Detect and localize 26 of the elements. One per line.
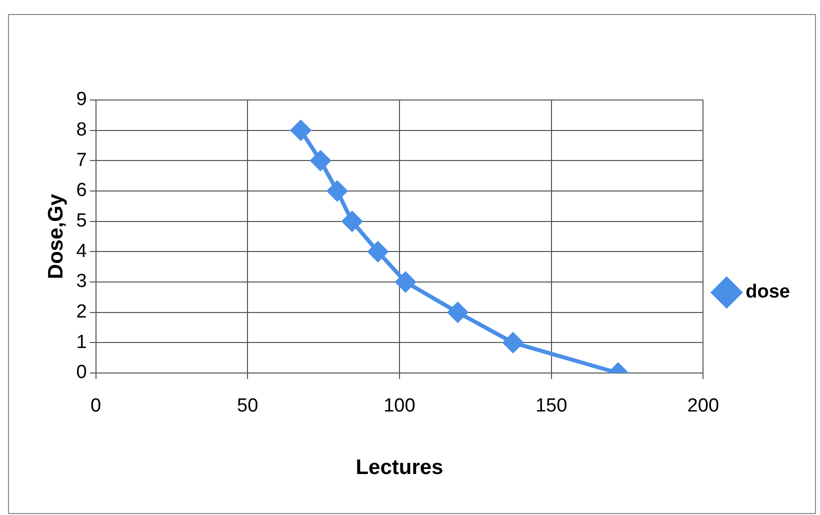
point (342, 211, 362, 232)
y-tick-label: 2 (76, 302, 87, 323)
point (396, 272, 416, 292)
point (310, 150, 330, 171)
y-tick-label: 8 (76, 120, 87, 141)
x-tick-label: 0 (90, 396, 102, 417)
y-tick-label: 5 (76, 210, 87, 232)
x-tick-label: 50 (237, 396, 258, 417)
legend-label: dose (746, 282, 790, 303)
point (290, 120, 311, 140)
y-axis-title: Dose,Gy (44, 194, 68, 280)
y-tick-label: 1 (76, 332, 87, 353)
y-tick-label: 3 (76, 271, 87, 292)
point (368, 242, 388, 262)
x-tick-label: 100 (384, 396, 416, 417)
x-tick-label: 200 (687, 396, 720, 417)
y-tick-label: 0 (76, 362, 87, 384)
y-tick-label: 9 (76, 89, 87, 110)
point (327, 181, 348, 201)
y-tick-label: 4 (76, 240, 88, 262)
point (503, 332, 524, 353)
x-tick-label: 150 (535, 396, 568, 417)
y-tick-label: 6 (76, 180, 87, 202)
point (448, 302, 468, 322)
x-axis-title: Lectures (356, 456, 444, 480)
y-tick-label: 7 (76, 150, 87, 171)
